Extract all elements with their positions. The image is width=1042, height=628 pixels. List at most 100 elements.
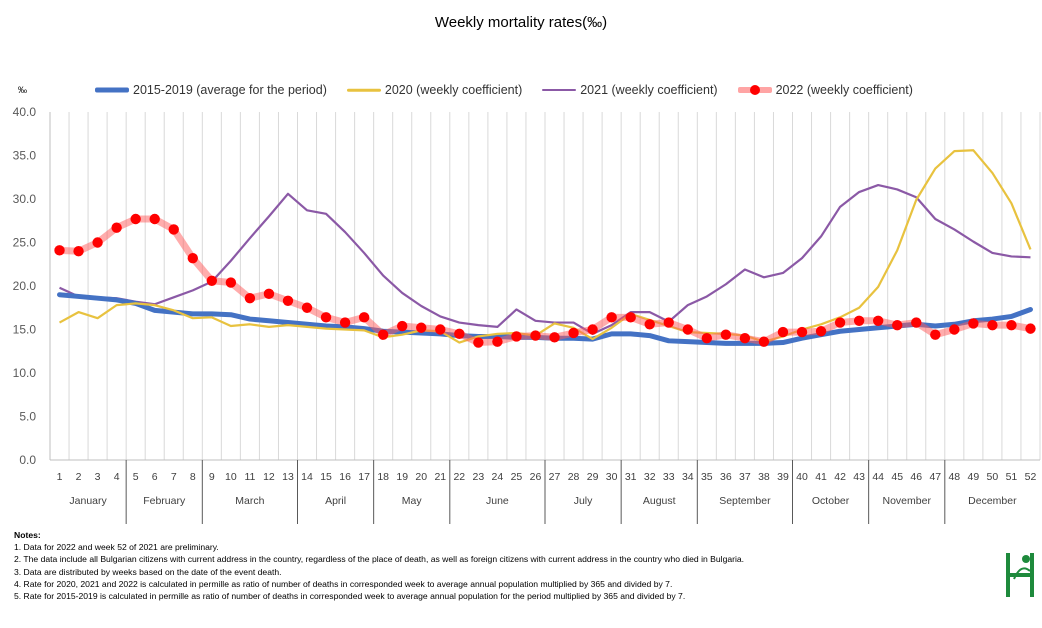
data-point-2022	[492, 336, 503, 347]
data-point-2022	[587, 324, 598, 335]
data-point-2022	[930, 329, 941, 340]
x-tick-label: 37	[739, 471, 751, 483]
data-point-2022	[73, 246, 84, 257]
x-tick-label: 24	[492, 471, 504, 483]
data-point-2022	[530, 330, 541, 341]
data-point-2022	[701, 333, 713, 344]
legend-item-2015-2019: 2015-2019 (average for the period)	[95, 83, 327, 97]
data-point-2022	[454, 328, 465, 340]
series-line-2020	[58, 149, 1032, 344]
x-tick-label: 35	[701, 471, 713, 483]
chart-legend: 2015-2019 (average for the period) 2020 …	[95, 83, 933, 97]
x-tick-label: 30	[606, 471, 618, 483]
x-tick-label: 19	[396, 471, 408, 483]
x-tick-label: 8	[190, 471, 196, 483]
data-point-2022	[435, 324, 446, 335]
x-tick-label: 32	[644, 471, 656, 483]
x-tick-label: 48	[948, 471, 960, 483]
data-point-2022	[796, 326, 808, 338]
legend-item-2022: 2022 (weekly coefficient)	[737, 83, 913, 97]
x-tick-label: 1	[57, 471, 63, 483]
x-tick-label: 4	[114, 471, 120, 483]
data-point-2022	[320, 312, 332, 323]
x-tick-label: 25	[511, 471, 523, 483]
data-point-2022	[720, 329, 732, 340]
x-tick-label: 41	[815, 471, 827, 483]
notes-heading: Notes:	[14, 530, 41, 540]
note-item: 4. Rate for 2020, 2021 and 2022 is calcu…	[14, 578, 673, 589]
data-point-2022	[54, 245, 65, 256]
x-tick-label: 20	[415, 471, 427, 483]
data-point-2022	[872, 315, 884, 326]
x-tick-label: 52	[1025, 471, 1037, 483]
note-item: 2. The data include all Bulgarian citize…	[14, 554, 745, 565]
data-point-2022	[130, 213, 141, 225]
data-point-2022	[663, 317, 674, 328]
x-tick-label: 6	[152, 471, 158, 483]
data-point-2022	[187, 252, 198, 264]
legend-label: 2022 (weekly coefficient)	[775, 83, 913, 97]
data-point-2022	[777, 326, 789, 338]
x-tick-label: 42	[834, 471, 846, 483]
data-point-2022	[263, 288, 275, 300]
x-tick-label: 9	[209, 471, 215, 483]
data-point-2022	[625, 312, 636, 323]
x-tick-label: 14	[301, 471, 313, 483]
data-point-2022	[1025, 323, 1036, 334]
x-tick-label: 13	[282, 471, 294, 483]
data-point-2022	[206, 275, 218, 286]
month-label: March	[235, 495, 264, 507]
x-tick-label: 39	[777, 471, 789, 483]
data-point-2022	[682, 324, 693, 335]
data-point-2022	[853, 315, 865, 326]
x-tick-label: 44	[872, 471, 884, 483]
x-tick-label: 34	[682, 471, 694, 483]
data-point-2022	[568, 327, 579, 339]
legend-item-2021: 2021 (weekly coefficient)	[542, 83, 718, 97]
data-point-2022	[301, 302, 313, 313]
y-tick-label: 0.0	[19, 453, 36, 467]
note-item: 5. Rate for 2015-2019 is calculated in p…	[14, 591, 686, 602]
x-tick-label: 17	[358, 471, 370, 483]
series-line-2021	[59, 183, 1031, 335]
x-tick-label: 5	[133, 471, 139, 483]
x-tick-label: 50	[987, 471, 999, 483]
data-point-2022	[949, 324, 960, 335]
data-point-2022	[739, 333, 751, 344]
legend-swatch-2022	[737, 83, 772, 97]
month-label: September	[719, 495, 771, 507]
month-label: May	[402, 495, 423, 507]
x-tick-label: 3	[95, 471, 101, 483]
data-point-2022	[549, 332, 560, 343]
month-label: August	[643, 495, 676, 507]
x-tick-label: 16	[339, 471, 351, 483]
month-label: December	[968, 495, 1017, 507]
notes-block: Notes: 1. Data for 2022 and week 52 of 2…	[14, 529, 994, 602]
note-item: 1. Data for 2022 and week 52 of 2021 are…	[14, 542, 219, 553]
legend-label: 2021 (weekly coefficient)	[580, 83, 718, 97]
data-point-2022	[892, 319, 903, 331]
data-point-2022	[92, 237, 103, 248]
legend-swatch-2021	[542, 83, 577, 97]
data-point-2022	[606, 312, 617, 323]
data-point-2022	[473, 337, 484, 348]
y-axis-unit-label: ‰	[18, 85, 27, 95]
month-label: July	[574, 495, 593, 507]
x-tick-label: 45	[891, 471, 903, 483]
legend-swatch-2020	[346, 83, 381, 97]
y-tick-label: 30.0	[13, 192, 37, 206]
month-label: April	[325, 495, 346, 507]
data-point-2022	[225, 277, 237, 288]
data-point-2022	[511, 331, 522, 342]
x-tick-label: 12	[263, 471, 275, 483]
month-label: October	[812, 495, 850, 507]
x-tick-label: 22	[453, 471, 465, 483]
x-tick-label: 2	[76, 471, 82, 483]
y-tick-label: 5.0	[19, 410, 36, 424]
y-tick-label: 10.0	[13, 366, 37, 380]
x-tick-label: 31	[625, 471, 637, 483]
x-tick-label: 18	[377, 471, 389, 483]
x-tick-label: 38	[758, 471, 770, 483]
x-tick-label: 11	[244, 471, 255, 483]
